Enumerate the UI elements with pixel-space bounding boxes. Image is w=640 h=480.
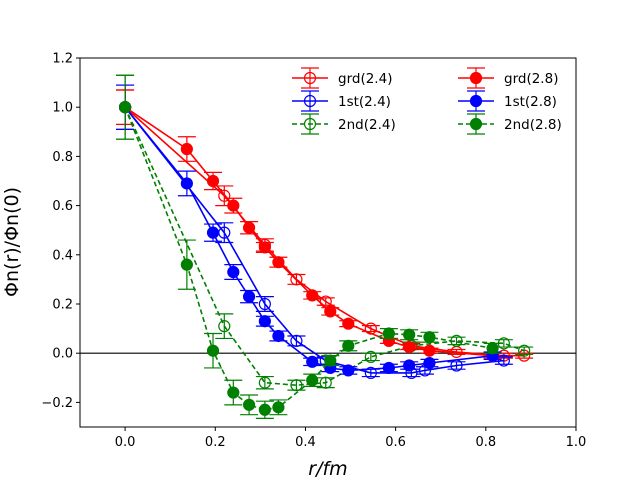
y-tick-label: 0.8 xyxy=(52,150,73,165)
data-point xyxy=(258,376,271,389)
y-axis-title: Φn(r)/Φn(0) xyxy=(1,187,23,297)
data-point xyxy=(206,226,220,239)
data-point xyxy=(272,401,285,414)
data-point xyxy=(227,265,240,279)
data-point xyxy=(423,331,436,344)
data-point xyxy=(258,403,271,416)
data-point xyxy=(290,334,303,347)
x-tick-label: 0.8 xyxy=(475,435,496,450)
data-point xyxy=(306,355,319,368)
data-point xyxy=(342,364,355,377)
legend-item: grd(2.8) xyxy=(458,67,558,89)
data-point xyxy=(306,289,319,302)
data-point xyxy=(242,221,256,234)
legend-marker xyxy=(303,94,317,108)
legend-item: 2nd(2.4) xyxy=(292,113,396,135)
data-point xyxy=(382,361,395,375)
data-point xyxy=(272,256,285,269)
data-point xyxy=(364,350,377,363)
data-point xyxy=(403,340,416,354)
data-point xyxy=(364,366,377,379)
legend-label: grd(2.4) xyxy=(338,71,392,87)
data-point xyxy=(324,354,337,367)
legend: grd(2.4) 1st(2.4) 2nd(2.4) grd(2.8) 1st(2.8)… xyxy=(292,67,562,135)
data-point xyxy=(180,177,193,190)
data-point xyxy=(206,174,220,188)
data-point xyxy=(403,359,416,372)
legend-label: 2nd(2.4) xyxy=(338,117,396,133)
data-point xyxy=(342,339,355,352)
data-point xyxy=(118,101,132,114)
x-tick-label: 0.2 xyxy=(205,435,226,450)
legend-label: 2nd(2.8) xyxy=(504,117,562,133)
legend-item: 2nd(2.8) xyxy=(458,113,562,135)
data-point xyxy=(306,374,319,387)
legend-item: 1st(2.8) xyxy=(458,90,557,112)
legend-marker xyxy=(469,117,483,131)
data-point xyxy=(258,297,271,311)
x-tick-label: 0.0 xyxy=(115,435,136,450)
data-point xyxy=(218,320,231,333)
x-axis-title: r/fm xyxy=(308,458,347,480)
data-point xyxy=(258,315,271,328)
data-point xyxy=(342,317,355,330)
data-point xyxy=(403,328,416,341)
legend-item: grd(2.4) xyxy=(292,67,392,89)
legend-label: 1st(2.8) xyxy=(504,94,557,110)
data-point xyxy=(180,142,193,156)
y-tick-label: 1.0 xyxy=(52,101,73,116)
legend-label: grd(2.8) xyxy=(504,71,558,87)
legend-item: 1st(2.4) xyxy=(292,90,391,112)
data-point xyxy=(497,354,510,367)
data-point xyxy=(227,386,240,399)
data-point xyxy=(206,344,220,357)
data-point xyxy=(518,344,531,357)
data-point xyxy=(423,344,436,357)
data-point xyxy=(272,329,285,343)
data-point xyxy=(218,189,231,202)
tick-layer: 0.0 0.2 0.4 0.6 0.8 1.0 −0.2 0.0 0.2 0.4 0.6 0.8 1.0… xyxy=(41,52,586,451)
data-point xyxy=(290,379,303,392)
y-tick-label: 0.4 xyxy=(52,248,73,263)
data-point xyxy=(382,327,395,340)
y-tick-label: 0.6 xyxy=(52,199,73,214)
legend-marker xyxy=(303,71,317,85)
legend-marker xyxy=(469,71,483,85)
data-point xyxy=(290,273,303,286)
data-point xyxy=(242,398,256,411)
x-tick-label: 0.4 xyxy=(295,435,316,450)
x-tick-label: 1.0 xyxy=(566,435,587,450)
legend-marker xyxy=(469,94,483,108)
data-point xyxy=(258,241,271,254)
y-tick-label: 0.2 xyxy=(52,298,73,313)
data-point xyxy=(319,376,332,389)
data-point xyxy=(227,199,240,212)
series-2nd2-8 xyxy=(116,74,502,419)
y-tick-label: −0.2 xyxy=(41,396,73,411)
data-point xyxy=(486,342,499,355)
legend-label: 1st(2.4) xyxy=(338,94,391,110)
data-point xyxy=(242,290,256,303)
y-tick-label: 0.0 xyxy=(52,347,73,362)
x-tick-label: 0.6 xyxy=(385,435,406,450)
data-point xyxy=(423,356,436,370)
data-point xyxy=(180,258,193,271)
plot-frame xyxy=(79,57,577,428)
y-tick-label: 1.2 xyxy=(52,52,73,67)
series-layer xyxy=(116,74,534,419)
legend-marker xyxy=(303,117,317,131)
data-point xyxy=(324,305,337,318)
